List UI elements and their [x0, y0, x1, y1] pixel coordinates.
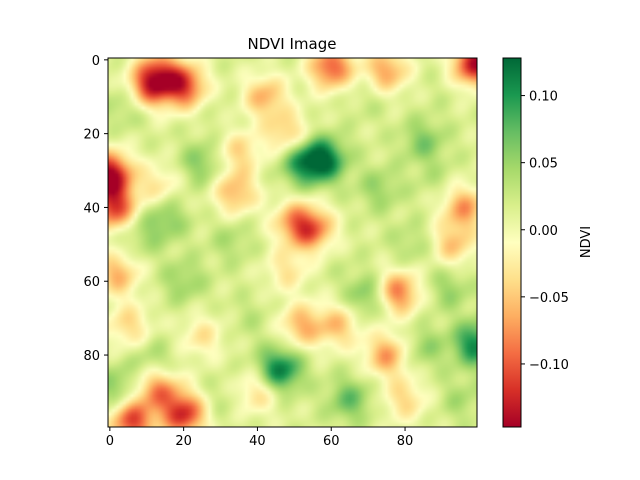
- y-tick-label: 60: [83, 275, 100, 290]
- colorbar-frame: [502, 57, 522, 428]
- heatmap-image-container: [108, 58, 477, 427]
- colorbar-tick-label: 0.05: [529, 157, 558, 172]
- x-axis: 0 20 40 60 80: [106, 427, 414, 449]
- colorbar-tick-label: 0.10: [529, 90, 558, 105]
- plot-area: 0 20 40 60 80 0 20 40 60 80: [83, 54, 478, 449]
- heatmap-image: [108, 58, 477, 427]
- y-tick-label: 0: [92, 54, 100, 69]
- x-tick-label: 60: [323, 434, 340, 449]
- colorbar-tick-label: −0.05: [529, 291, 569, 306]
- chart-title: NDVI Image: [248, 35, 337, 53]
- colorbar-label: NDVI: [579, 226, 594, 258]
- plot-frame: [107, 57, 478, 428]
- x-tick-label: 80: [397, 434, 414, 449]
- colorbar-gradient: [503, 58, 521, 427]
- colorbar: 0.10 0.05 0.00 −0.05 −0.10 NDVI: [502, 57, 594, 428]
- x-tick-label: 40: [249, 434, 266, 449]
- colorbar-ticks: 0.10 0.05 0.00 −0.05 −0.10: [521, 90, 569, 373]
- colorbar-tick-label: −0.10: [529, 358, 569, 373]
- y-tick-label: 80: [83, 349, 100, 364]
- y-axis: 0 20 40 60 80: [83, 54, 108, 364]
- x-tick-label: 0: [106, 434, 114, 449]
- y-tick-label: 40: [83, 201, 100, 216]
- colorbar-tick-label: 0.00: [529, 224, 558, 239]
- x-tick-label: 20: [175, 434, 192, 449]
- y-tick-label: 20: [83, 128, 100, 143]
